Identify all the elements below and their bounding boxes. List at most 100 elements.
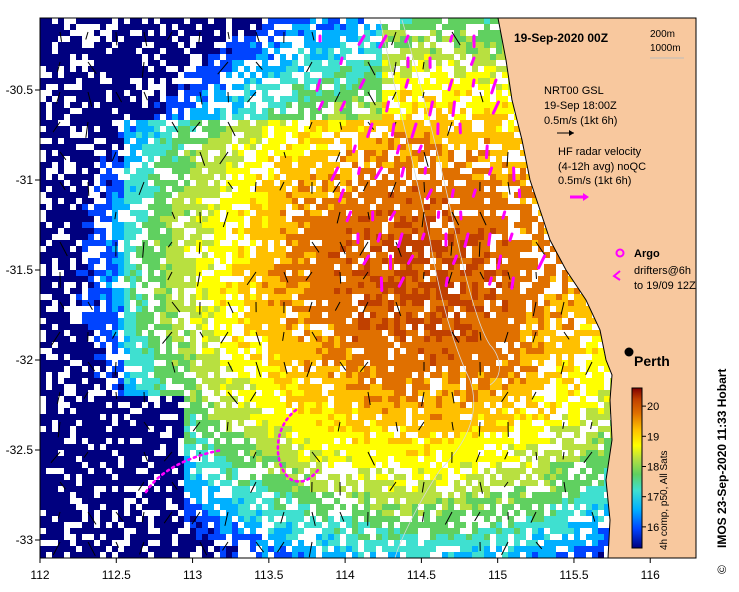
sst-pixel: [340, 456, 346, 462]
sst-pixel: [502, 408, 508, 414]
sst-pixel: [364, 252, 370, 258]
sst-pixel: [184, 36, 190, 42]
sst-pixel: [460, 72, 466, 78]
sst-pixel: [292, 204, 298, 210]
sst-pixel: [496, 306, 502, 312]
sst-pixel: [328, 348, 334, 354]
sst-pixel: [526, 390, 532, 396]
sst-pixel: [316, 312, 322, 318]
sst-pixel: [292, 438, 298, 444]
sst-pixel: [418, 228, 424, 234]
sst-pixel: [382, 420, 388, 426]
sst-pixel: [286, 354, 292, 360]
sst-pixel: [88, 84, 94, 90]
sst-pixel: [232, 456, 238, 462]
sst-pixel: [280, 282, 286, 288]
sst-pixel: [568, 456, 574, 462]
sst-pixel: [478, 42, 484, 48]
sst-pixel: [352, 126, 358, 132]
sst-pixel: [160, 390, 166, 396]
sst-pixel: [244, 36, 250, 42]
sst-pixel: [262, 456, 268, 462]
sst-pixel: [466, 444, 472, 450]
sst-pixel: [76, 390, 82, 396]
sst-pixel: [538, 336, 544, 342]
sst-pixel: [172, 204, 178, 210]
sst-pixel: [40, 300, 46, 306]
sst-pixel: [430, 180, 436, 186]
sst-pixel: [142, 192, 148, 198]
sst-pixel: [238, 420, 244, 426]
sst-pixel: [238, 96, 244, 102]
sst-pixel: [412, 408, 418, 414]
sst-pixel: [214, 156, 220, 162]
sst-pixel: [160, 288, 166, 294]
sst-pixel: [262, 222, 268, 228]
sst-pixel: [124, 378, 130, 384]
sst-pixel: [118, 366, 124, 372]
sst-pixel: [358, 426, 364, 432]
sst-pixel: [490, 300, 496, 306]
sst-pixel: [88, 378, 94, 384]
sst-pixel: [172, 42, 178, 48]
sst-pixel: [454, 462, 460, 468]
sst-pixel: [436, 462, 442, 468]
sst-pixel: [106, 252, 112, 258]
sst-pixel: [136, 462, 142, 468]
sst-pixel: [310, 402, 316, 408]
sst-pixel: [478, 390, 484, 396]
sst-pixel: [112, 222, 118, 228]
sst-pixel: [82, 390, 88, 396]
sst-pixel: [304, 324, 310, 330]
sst-pixel: [430, 306, 436, 312]
sst-pixel: [460, 84, 466, 90]
sst-pixel: [496, 204, 502, 210]
sst-pixel: [580, 312, 586, 318]
sst-pixel: [544, 264, 550, 270]
sst-pixel: [154, 426, 160, 432]
sst-pixel: [448, 174, 454, 180]
sst-pixel: [76, 336, 82, 342]
sst-pixel: [442, 216, 448, 222]
sst-pixel: [166, 264, 172, 270]
sst-pixel: [40, 354, 46, 360]
sst-pixel: [526, 264, 532, 270]
sst-pixel: [226, 324, 232, 330]
sst-pixel: [520, 216, 526, 222]
sst-pixel: [100, 120, 106, 126]
sst-pixel: [472, 60, 478, 66]
sst-pixel: [250, 276, 256, 282]
sst-pixel: [310, 54, 316, 60]
sst-pixel: [124, 42, 130, 48]
sst-pixel: [322, 102, 328, 108]
sst-pixel: [586, 306, 592, 312]
sst-pixel: [226, 210, 232, 216]
sst-pixel: [124, 384, 130, 390]
sst-pixel: [394, 378, 400, 384]
map-plot-area[interactable]: [40, 18, 696, 558]
sst-pixel: [412, 186, 418, 192]
sst-pixel: [400, 54, 406, 60]
sst-pixel: [310, 60, 316, 66]
sst-pixel: [58, 330, 64, 336]
sst-pixel: [472, 108, 478, 114]
sst-pixel: [334, 414, 340, 420]
sst-pixel: [376, 450, 382, 456]
sst-pixel: [418, 24, 424, 30]
sst-pixel: [82, 84, 88, 90]
sst-pixel: [472, 402, 478, 408]
sst-pixel: [502, 324, 508, 330]
sst-pixel: [58, 102, 64, 108]
sst-pixel: [472, 66, 478, 72]
sst-pixel: [436, 204, 442, 210]
sst-pixel: [250, 414, 256, 420]
sst-pixel: [178, 168, 184, 174]
sst-pixel: [346, 360, 352, 366]
sst-pixel: [382, 462, 388, 468]
sst-pixel: [334, 330, 340, 336]
sst-pixel: [250, 258, 256, 264]
sst-pixel: [118, 114, 124, 120]
sst-pixel: [244, 342, 250, 348]
sst-pixel: [538, 276, 544, 282]
sst-pixel: [316, 138, 322, 144]
